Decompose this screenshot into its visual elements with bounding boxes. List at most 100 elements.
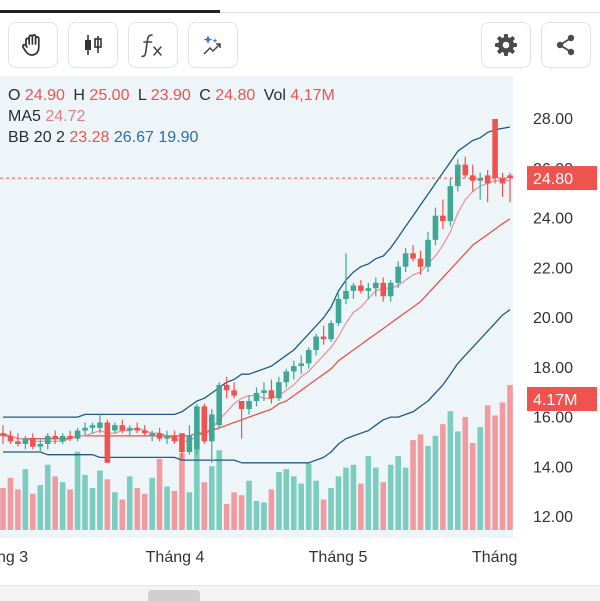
bb-upper-line [3, 126, 511, 418]
candle-body [216, 384, 223, 426]
candle-body [74, 430, 81, 439]
volume-bar [164, 486, 170, 530]
candle-body [335, 298, 342, 324]
ma-label: MA5 [8, 108, 41, 125]
y-tick-label: 16.00 [533, 410, 573, 427]
candle-body [149, 433, 155, 436]
volume-bar [440, 424, 446, 530]
candle-body [104, 422, 111, 463]
candle-body [507, 175, 513, 179]
volume-bar [410, 440, 416, 530]
candle-body [246, 401, 252, 410]
candle-body [208, 414, 215, 442]
hand-tool-button[interactable] [8, 22, 58, 68]
volume-bar [89, 487, 96, 530]
x-tick-label: Tháng [472, 549, 517, 566]
volume-tag [527, 387, 597, 411]
volume-bar [387, 464, 394, 530]
x-tick-label: ng 3 [0, 549, 28, 566]
volume-bar [156, 458, 163, 530]
low-value: 23.90 [150, 87, 191, 104]
bb-lower-line [3, 309, 511, 464]
volume-bar [253, 501, 260, 530]
volume-bar [261, 502, 267, 530]
candle-body [0, 433, 6, 436]
volume-bar [15, 489, 21, 530]
volume-bar [372, 467, 379, 530]
volume-bar [425, 445, 431, 530]
volume-bar [447, 411, 454, 530]
candle-body [238, 401, 245, 410]
candle-body [305, 349, 312, 364]
volume-bar [455, 431, 461, 530]
share-icon [556, 34, 575, 56]
candle-body [7, 435, 14, 442]
volume-bar [67, 489, 73, 530]
candle-body [201, 406, 208, 442]
candle-body [261, 390, 267, 393]
candle-body [126, 427, 133, 431]
candle-body [276, 382, 282, 399]
candle-body [283, 371, 290, 383]
price-tag [527, 166, 597, 191]
candle-body [22, 438, 29, 444]
candle-body [59, 435, 66, 442]
low-label: L [137, 87, 147, 104]
indicators-button[interactable] [128, 22, 178, 68]
volume-bar [0, 487, 6, 530]
candle-body [156, 433, 163, 439]
volume-bar [417, 434, 424, 530]
candle-body [343, 290, 349, 299]
chart-canvas[interactable]: 28.0026.0024.0022.0020.0018.0016.0014.00… [0, 76, 600, 570]
candle-body [372, 282, 379, 289]
share-button[interactable] [541, 22, 591, 68]
candle-body [328, 323, 334, 340]
open-label: O [8, 87, 21, 104]
candle-body [194, 406, 200, 450]
volume-value: 4,17M [290, 87, 335, 104]
ma-legend-row: MA5 24.72 [8, 106, 335, 127]
y-tick-label: 28.00 [533, 111, 573, 128]
volume-bar [104, 479, 111, 530]
candle-body [425, 239, 431, 267]
volume-bar [343, 467, 349, 530]
candle-body [186, 435, 193, 453]
candle-body [52, 435, 58, 439]
candle-body [395, 266, 401, 283]
chart-legend: O 24.90 H 25.00 L 23.90 C 24.80 Vol 4,17… [8, 85, 335, 148]
settings-button[interactable] [481, 22, 531, 68]
candle-body [67, 435, 73, 439]
high-label: H [73, 87, 85, 104]
volume-bar [44, 464, 51, 530]
magic-wand-icon [203, 35, 221, 55]
volume-bar [149, 477, 155, 530]
volume-bar [30, 493, 36, 530]
chart-scrollbar[interactable] [0, 585, 600, 601]
candle-body [462, 164, 469, 176]
candle-body [171, 435, 178, 442]
y-tick-label: 12.00 [533, 509, 573, 526]
volume-bar [179, 453, 185, 530]
volume-bar [201, 482, 208, 530]
volume-bar [402, 467, 409, 530]
candle-body [179, 433, 185, 453]
price-chart[interactable]: 28.0026.0024.0022.0020.0018.0016.0014.00… [0, 76, 600, 570]
magic-tools-button[interactable] [188, 22, 238, 68]
candle-body [82, 427, 88, 431]
bb-label: BB 20 2 [8, 129, 65, 146]
candlestick-icon [85, 35, 102, 55]
candle-body [268, 390, 275, 399]
price-tag-label: 24.80 [533, 171, 573, 188]
volume-bar [186, 492, 193, 530]
bb-lower-value: 19.90 [158, 129, 199, 146]
chart-type-button[interactable] [68, 22, 118, 68]
scrollbar-thumb[interactable] [148, 590, 200, 601]
volume-bar [380, 482, 387, 530]
volume-bar [358, 483, 364, 530]
volume-bar [37, 485, 44, 530]
candle-body [447, 186, 454, 222]
volume-bar [22, 469, 29, 530]
y-tick-label: 24.00 [533, 211, 573, 228]
volume-bar [283, 469, 290, 530]
candle-body [134, 427, 141, 431]
